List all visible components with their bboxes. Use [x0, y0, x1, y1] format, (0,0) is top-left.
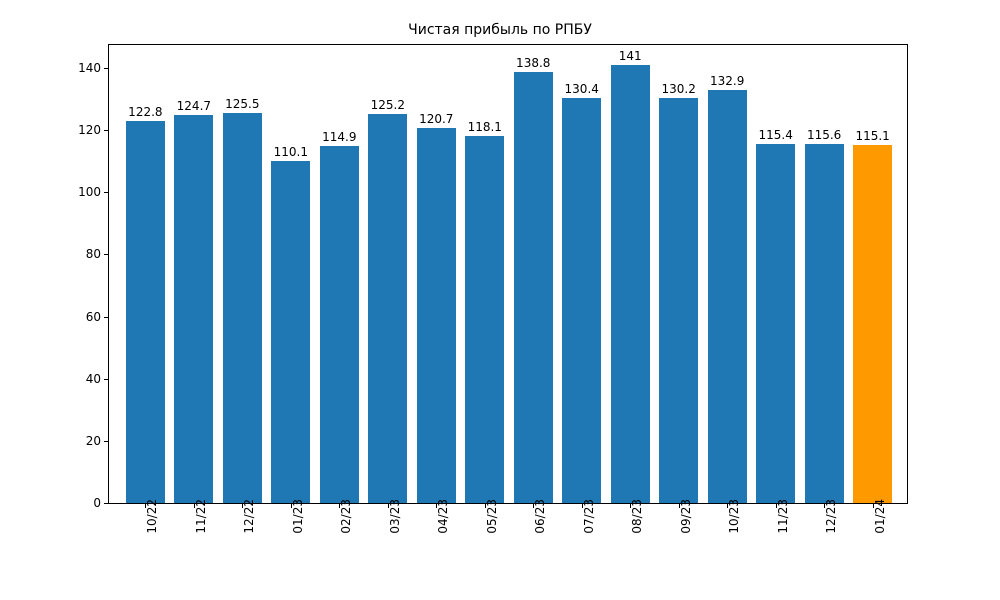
- x-tick-label: 12/23: [824, 499, 838, 534]
- plot-area: 122.810/22124.711/22 125.512/22110.101/23…: [109, 45, 907, 503]
- bar-value-label: 115.1: [855, 129, 889, 143]
- bar: 118.105/23: [465, 136, 504, 503]
- bar-value-label: 122.8: [128, 105, 162, 119]
- x-tick-label: 12/22: [242, 499, 256, 534]
- bar: 115.101/24: [853, 145, 892, 503]
- bar-value-label: 115.4: [758, 128, 792, 142]
- bar: 125.512/22: [223, 113, 262, 503]
- bar-value-label: 125.5: [225, 97, 259, 111]
- x-tick-label: 01/23: [291, 499, 305, 534]
- chart-title: Чистая прибыль по РПБУ: [0, 22, 1000, 38]
- x-tick-label: 09/23: [679, 499, 693, 534]
- x-tick-label: 06/23: [533, 499, 547, 534]
- bar: 120.704/23: [417, 128, 456, 503]
- bar: 115.612/23: [805, 144, 844, 503]
- bar-value-label: 115.6: [807, 128, 841, 142]
- bar: 130.209/23: [659, 98, 698, 503]
- y-tick-label: 40: [86, 372, 109, 386]
- y-tick-label: 80: [86, 247, 109, 261]
- y-tick-label: 140: [78, 61, 109, 75]
- bar: 130.407/23: [562, 98, 601, 503]
- bar: 124.711/22: [174, 115, 213, 503]
- bar-value-label: 114.9: [322, 130, 356, 144]
- x-tick-label: 01/24: [873, 499, 887, 534]
- bar-value-label: 125.2: [371, 98, 405, 112]
- bar: 115.411/23: [756, 144, 795, 503]
- x-tick-label: 07/23: [582, 499, 596, 534]
- bar-value-label: 110.1: [274, 145, 308, 159]
- bar: 14108/23: [611, 65, 650, 503]
- y-tick-label: 60: [86, 310, 109, 324]
- x-tick-label: 10/22: [145, 499, 159, 534]
- bar-value-label: 141: [619, 49, 642, 63]
- x-tick-label: 08/23: [630, 499, 644, 534]
- bar-value-label: 118.1: [468, 120, 502, 134]
- figure: Чистая прибыль по РПБУ 0 20 40 60 80 100 120 14…: [0, 0, 1000, 600]
- x-tick-label: 11/23: [776, 499, 790, 534]
- bar-value-label: 124.7: [177, 99, 211, 113]
- x-tick-label: 10/23: [727, 499, 741, 534]
- y-tick-label: 120: [78, 123, 109, 137]
- bar-value-label: 130.2: [662, 82, 696, 96]
- bar-value-label: 138.8: [516, 56, 550, 70]
- bar: 125.203/23: [368, 114, 407, 503]
- x-tick-label: 02/23: [339, 499, 353, 534]
- y-tick-label: 20: [86, 434, 109, 448]
- bar: 122.810/22: [126, 121, 165, 503]
- x-tick-label: 11/22: [194, 499, 208, 534]
- bar-value-label: 130.4: [565, 82, 599, 96]
- x-tick-label: 04/23: [436, 499, 450, 534]
- x-tick-label: 05/23: [485, 499, 499, 534]
- chart-axes: 020406080100120140 122.810/22124.711/221…: [108, 44, 908, 504]
- y-tick-label: 100: [78, 185, 109, 199]
- bar: 132.910/23: [708, 90, 747, 503]
- bar: 114.902/23: [320, 146, 359, 503]
- bar: 138.806/23: [514, 72, 553, 503]
- bar-value-label: 132.9: [710, 74, 744, 88]
- x-tick-label: 03/23: [388, 499, 402, 534]
- bar: 110.101/23: [271, 161, 310, 503]
- y-tick-label: 0: [93, 496, 109, 510]
- bar-value-label: 120.7: [419, 112, 453, 126]
